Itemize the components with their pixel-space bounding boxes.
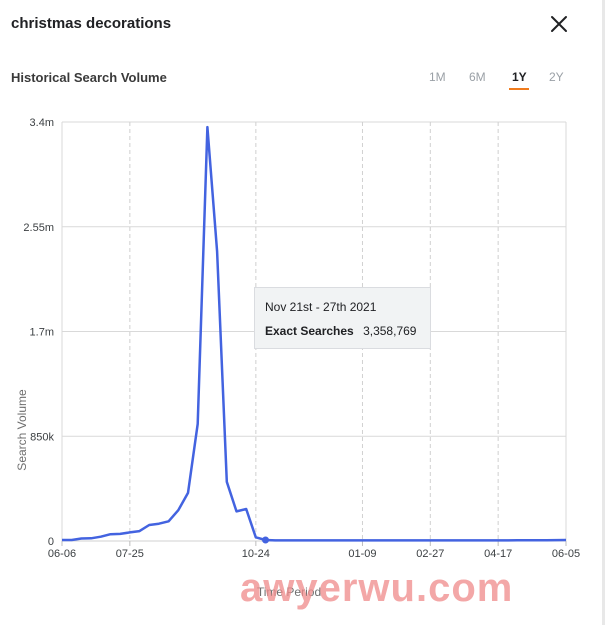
y-axis-title: Search Volume: [15, 389, 29, 471]
x-tick-label: 02-27: [416, 548, 444, 560]
series-line-exact-searches: [62, 125, 567, 542]
y-axis: 0 850k 1.7m 2.55m 3.4m: [23, 117, 54, 548]
x-tick-label: 06-05: [552, 548, 580, 560]
tooltip-metric-value: 3,358,769: [363, 324, 417, 338]
chart-subtitle: Historical Search Volume: [11, 70, 167, 85]
x-tick-label: 01-09: [348, 548, 376, 560]
x-tick-label: 06-06: [48, 548, 76, 560]
range-1y-tab[interactable]: 1Y: [512, 70, 527, 84]
close-button[interactable]: [547, 12, 571, 36]
chart-series: [62, 125, 567, 544]
y-tick-label: 850k: [30, 431, 54, 443]
x-tick-label: 07-25: [116, 548, 144, 560]
tooltip-metric: Exact Searches 3,358,769: [265, 324, 416, 338]
range-1m-tab[interactable]: 1M: [429, 70, 446, 84]
x-axis-title: Time Period: [257, 585, 321, 599]
panel-right-edge: [602, 0, 605, 625]
range-6m-tab[interactable]: 6M: [469, 70, 486, 84]
x-tick-label: 04-17: [484, 548, 512, 560]
hovered-data-point: [262, 536, 270, 544]
watermark: awyerwu.com: [240, 566, 514, 610]
range-selector: 1M 6M 1Y 2Y: [0, 70, 605, 94]
page-title: christmas decorations: [11, 15, 172, 32]
y-tick-label: 0: [48, 536, 54, 548]
x-tick-label: 10-24: [242, 548, 270, 560]
active-range-underline: [509, 88, 529, 90]
chart-tooltip: Nov 21st - 27th 2021 Exact Searches 3,35…: [254, 287, 431, 349]
close-icon: [551, 16, 567, 32]
y-tick-label: 2.55m: [23, 222, 54, 234]
tooltip-metric-label: Exact Searches: [265, 324, 354, 338]
tooltip-date: Nov 21st - 27th 2021: [265, 300, 377, 314]
y-tick-label: 3.4m: [30, 117, 54, 129]
range-2y-tab[interactable]: 2Y: [549, 70, 564, 84]
x-axis: 06-06 07-25 10-24 01-09 02-27 04-17 06-05: [48, 541, 580, 560]
y-tick-label: 1.7m: [30, 327, 54, 339]
